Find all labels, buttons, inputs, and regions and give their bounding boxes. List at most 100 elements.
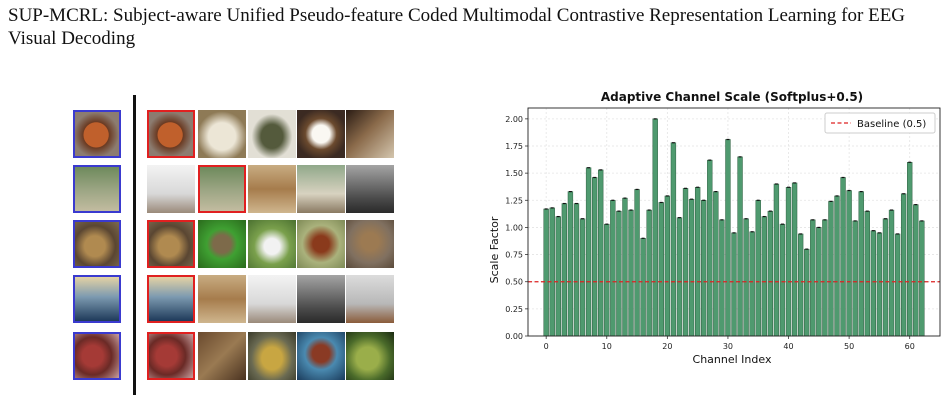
result-image-pheasant: [297, 220, 345, 268]
bar: [864, 210, 870, 337]
gondola-image: [75, 277, 119, 321]
bar: [707, 159, 713, 337]
coconut-image: [297, 110, 345, 158]
bar: [670, 142, 677, 337]
result-image-laundry-basket: [248, 275, 296, 323]
bar: [646, 209, 652, 337]
bar: [682, 188, 689, 337]
bar: [616, 210, 622, 337]
pear-image: [346, 332, 394, 380]
x-tick-label: 0: [544, 342, 549, 351]
result-image-pear: [346, 332, 394, 380]
bar: [755, 200, 761, 337]
bar: [676, 217, 683, 337]
sausage-image: [75, 334, 119, 378]
bench-image: [75, 167, 119, 211]
easel-image: [297, 165, 345, 213]
bar: [634, 189, 640, 337]
bar: [640, 238, 646, 337]
sled-image: [346, 275, 394, 323]
basketball-image: [149, 112, 193, 156]
bar: [852, 220, 858, 337]
legend: Baseline (0.5): [824, 112, 936, 134]
bar: [810, 219, 816, 337]
pheasant-image: [297, 220, 345, 268]
bar: [913, 204, 919, 337]
bar: [858, 191, 864, 337]
y-tick-label: 0.50: [505, 278, 523, 287]
laundry-basket-image: [147, 165, 195, 213]
bar: [876, 232, 883, 337]
bar: [555, 216, 561, 337]
adaptive-channel-scale-chart: Adaptive Channel Scale (Softplus+0.5) Ch…: [488, 84, 944, 374]
garlic-image: [198, 110, 246, 158]
bar: [840, 177, 846, 337]
result-image-sled: [346, 275, 394, 323]
bar: [919, 220, 925, 337]
result-image-coconut: [297, 110, 345, 158]
bar: [567, 191, 574, 337]
x-tick-label: 50: [844, 342, 854, 351]
matched-result-bench: [198, 165, 246, 213]
paper-title: SUP-MCRL: Subject-aware Unified Pseudo-f…: [8, 5, 906, 49]
bar: [731, 232, 737, 337]
bar: [719, 219, 725, 337]
cupcake-image: [297, 332, 345, 380]
y-tick-label: 0.00: [505, 332, 523, 341]
bar: [585, 167, 592, 337]
bar: [773, 183, 780, 337]
bar: [797, 233, 804, 337]
chart-svg: Adaptive Channel Scale (Softplus+0.5) Ch…: [488, 90, 941, 366]
y-tick-label: 1.25: [505, 196, 523, 205]
bar: [900, 193, 907, 337]
bar: [598, 169, 604, 337]
result-image-chain: [198, 332, 246, 380]
bar: [561, 203, 568, 337]
bar: [828, 201, 834, 337]
sausage-image: [149, 334, 193, 378]
result-image-prairie-dog: [346, 220, 394, 268]
result-image-treadmill: [297, 275, 345, 323]
bar: [694, 187, 701, 337]
result-image-giraffe: [198, 275, 246, 323]
y-axis-label: Scale Factor: [488, 216, 501, 283]
x-axis-label: Channel Index: [693, 353, 772, 366]
laundry-basket-image: [248, 275, 296, 323]
result-image-giraffe: [248, 165, 296, 213]
bottle-opener-image: [346, 110, 394, 158]
result-image-banana: [248, 332, 296, 380]
hedgehog-image: [198, 220, 246, 268]
bar: [713, 191, 719, 337]
bar: [688, 198, 695, 337]
bar: [834, 195, 840, 337]
bar: [767, 210, 774, 337]
treadmill-image: [297, 275, 345, 323]
y-tick-label: 1.00: [505, 223, 523, 232]
bar: [779, 223, 786, 337]
x-tick-label: 30: [723, 342, 733, 351]
bar: [549, 207, 555, 337]
legend-box: [824, 112, 936, 134]
bar: [628, 209, 634, 337]
plot-frame: [527, 107, 941, 337]
result-image-treadmill: [346, 165, 394, 213]
treadmill-image: [346, 165, 394, 213]
prairie-dog-image: [346, 220, 394, 268]
gondola-image: [149, 277, 193, 321]
bar: [870, 230, 877, 337]
result-image-easel: [297, 165, 345, 213]
bar: [791, 182, 798, 337]
cheetah-image: [75, 222, 119, 266]
bar: [658, 202, 664, 337]
matched-result-cheetah: [147, 220, 195, 268]
cheetah-image: [149, 222, 193, 266]
bar: [785, 187, 792, 337]
retrieval-grid: [60, 100, 400, 390]
bar: [652, 118, 658, 337]
y-tick-label: 1.50: [505, 169, 523, 178]
giraffe-image: [198, 275, 246, 323]
result-image-laundry-basket: [147, 165, 195, 213]
matched-result-sausage: [147, 332, 195, 380]
banana-image: [248, 332, 296, 380]
bar: [610, 200, 616, 337]
